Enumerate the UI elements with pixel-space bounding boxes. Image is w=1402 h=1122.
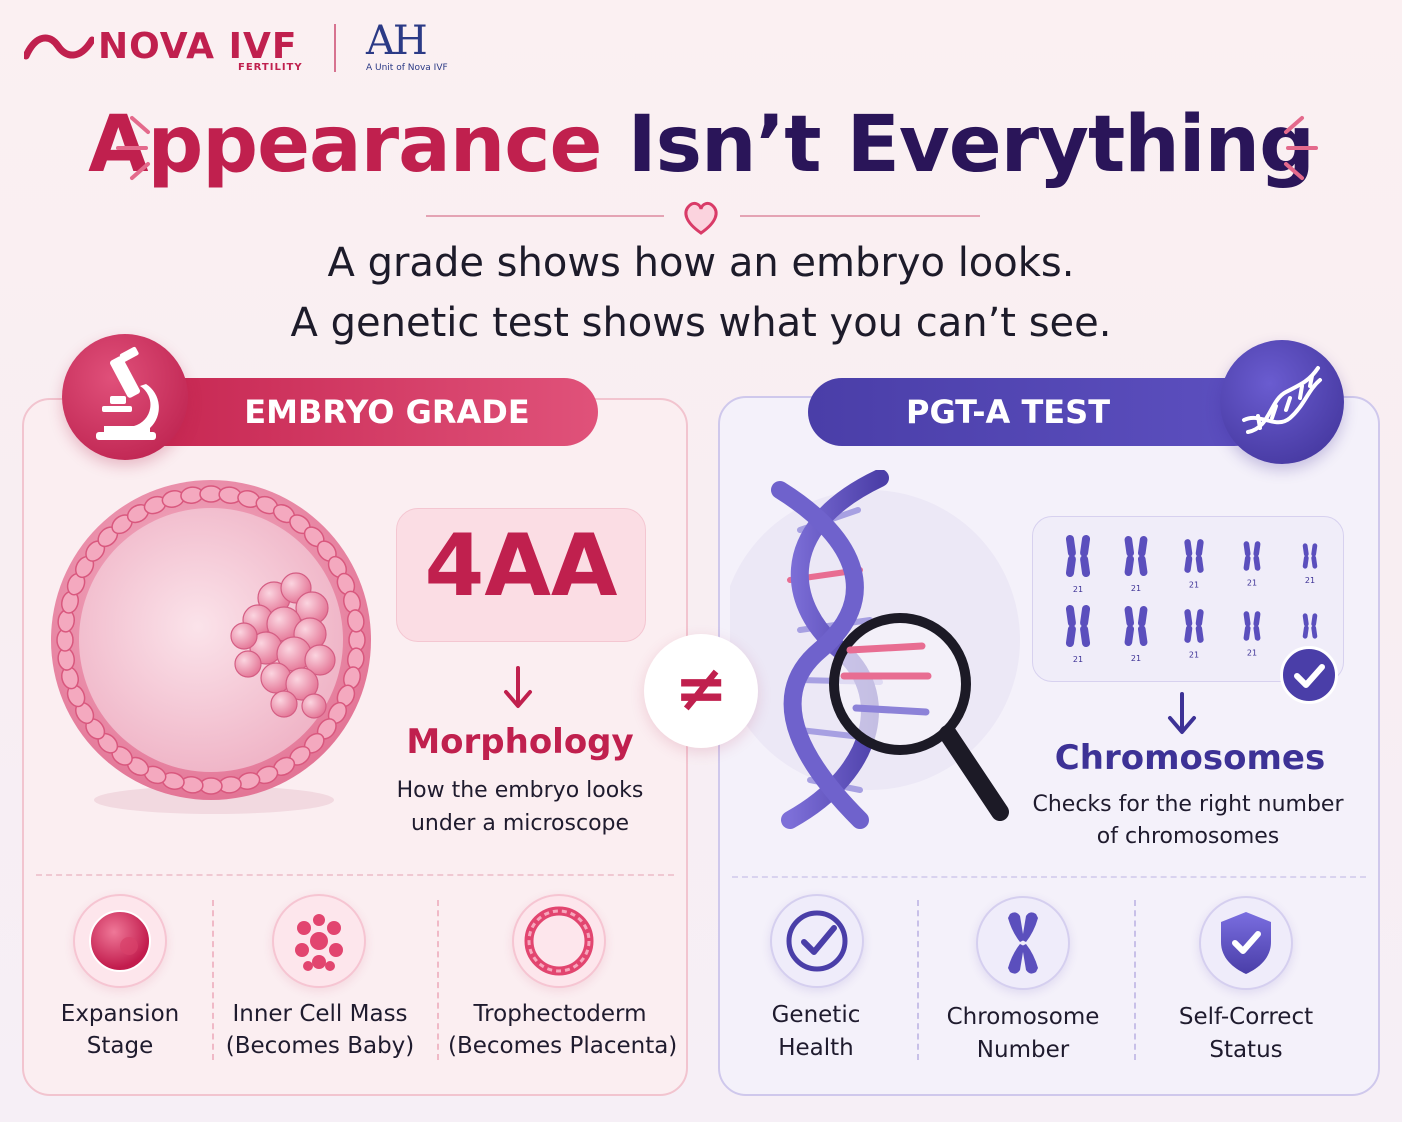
chromosome-number-label: 21 (1073, 655, 1083, 664)
chromosome-number-label: 21 (1131, 584, 1141, 593)
chromosome-number-label: 21 (1189, 581, 1199, 590)
chromosome-number-label: 21 (1131, 654, 1141, 663)
chromosome-number-line-2: Number (976, 1037, 1070, 1063)
karyotype-chromosome (1124, 606, 1148, 646)
genetic-health-badge (770, 894, 864, 988)
chromosome-number-label: 21 (1073, 585, 1083, 594)
embryo-grade-heading: EMBRYO GRADE (244, 393, 530, 431)
inner-cell-mass-line-1: Inner Cell Mass (232, 1001, 408, 1027)
karyotype-chromosome (1184, 609, 1204, 643)
inner-cell-mass-icon (295, 914, 343, 971)
sparkle-right-icon (1284, 116, 1318, 180)
chromosome-number-label: 21 (1247, 648, 1257, 657)
chromosomes-label: Chromosomes (1054, 738, 1326, 778)
expansion-stage-badge (73, 894, 167, 988)
left-divider (36, 874, 674, 876)
chromosome-number-label: 21 (1247, 578, 1257, 587)
partner-logo: AH (366, 18, 428, 64)
brand-name: NOVA IVF (98, 26, 298, 67)
subtitle-line-2: A genetic test shows what you can’t see. (290, 300, 1112, 346)
embryo-grade-header: EMBRYO GRADE (120, 378, 598, 446)
karyotype-chromosome (1184, 539, 1204, 573)
heart-icon (684, 201, 718, 235)
inner-cell-mass-line-2: (Becomes Baby) (225, 1033, 415, 1059)
chromosome-number-label: 21 (1305, 576, 1315, 585)
right-divider (732, 876, 1366, 878)
self-correct-status-badge (1199, 896, 1293, 990)
inner-cell-mass-badge (272, 894, 366, 988)
title-part-2: Isn’t Everything (627, 100, 1315, 190)
dna-badge (1220, 340, 1344, 464)
sparkle-left-icon (116, 116, 150, 180)
genetic-health-line-1: Genetic (771, 1002, 861, 1028)
dna-icon (1242, 366, 1322, 434)
page-title: Appearance Isn’t Everything (0, 100, 1402, 190)
brand-subtitle: FERTILITY (238, 62, 303, 73)
left-feature-divider-1 (212, 900, 214, 1060)
expansion-stage-icon (89, 910, 151, 972)
subtitle-line-1: A grade shows how an embryo looks. (327, 240, 1075, 286)
chromosome-number-label: 21 (1189, 651, 1199, 660)
karyotype-chromosome (1243, 611, 1261, 641)
expansion-stage-line-2: Stage (86, 1033, 154, 1059)
title-part-1: Appearance (88, 100, 602, 190)
right-feature-divider-1 (917, 900, 919, 1060)
title-divider-right (740, 215, 980, 217)
karyotype-chromosome (1124, 536, 1148, 576)
title-divider-left (426, 215, 664, 217)
chromosome-number-line-1: Chromosome (946, 1004, 1100, 1030)
karyotype-chromosome (1302, 613, 1318, 639)
dna-magnifier-illustration (730, 470, 1020, 829)
not-equal-symbol: ≠ (644, 634, 758, 748)
karyotype-check-badge (1280, 646, 1338, 704)
trophectoderm-line-1: Trophectoderm (473, 1001, 647, 1027)
morphology-label: Morphology (406, 722, 634, 762)
left-feature-divider-2 (437, 900, 439, 1060)
expansion-stage-line-1: Expansion (60, 1001, 180, 1027)
trophectoderm-badge (512, 894, 606, 988)
arrow-down-right-icon (1168, 692, 1196, 734)
genetic-health-line-2: Health (778, 1035, 854, 1061)
logo-divider (334, 24, 336, 72)
karyotype-chromosome (1065, 604, 1091, 648)
morphology-desc-line-2: under a microscope (410, 811, 630, 836)
pgt-a-test-header: PGT-A TEST (808, 378, 1268, 446)
karyotype-chart: 21 21 21 21 21 21 21 21 21 (1065, 534, 1318, 664)
chromosome-icon (1008, 912, 1038, 974)
partner-subtitle: A Unit of Nova IVF (366, 63, 448, 73)
pgt-a-test-heading: PGT-A TEST (905, 393, 1111, 431)
grade-box (396, 508, 646, 642)
right-feature-divider-2 (1134, 900, 1136, 1060)
blastocyst-illustration (51, 480, 371, 814)
self-correct-status-line-2: Status (1209, 1037, 1283, 1063)
karyotype-chromosome (1302, 543, 1318, 569)
chromosomes-desc-line-2: of chromosomes (1096, 824, 1280, 849)
arrow-down-icon (504, 666, 532, 708)
genetic-health-icon (786, 910, 848, 972)
chromosomes-desc-line-1: Checks for the right number (1032, 792, 1344, 817)
chromosome-number-badge (976, 896, 1070, 990)
karyotype-chromosome (1243, 541, 1261, 571)
embryo-grade-value: 4AA (424, 516, 618, 616)
karyotype-chromosome (1065, 534, 1091, 578)
self-correct-status-line-1: Self-Correct (1178, 1004, 1314, 1030)
trophectoderm-line-2: (Becomes Placenta) (448, 1033, 678, 1059)
microscope-icon (96, 346, 159, 440)
check-icon (1294, 664, 1325, 688)
nova-logo-wave-icon (24, 34, 94, 60)
trophectoderm-icon (524, 906, 594, 976)
rim-cell (346, 609, 365, 633)
shield-icon (1221, 912, 1271, 974)
morphology-desc-line-1: How the embryo looks (396, 778, 644, 803)
microscope-badge (62, 334, 188, 460)
